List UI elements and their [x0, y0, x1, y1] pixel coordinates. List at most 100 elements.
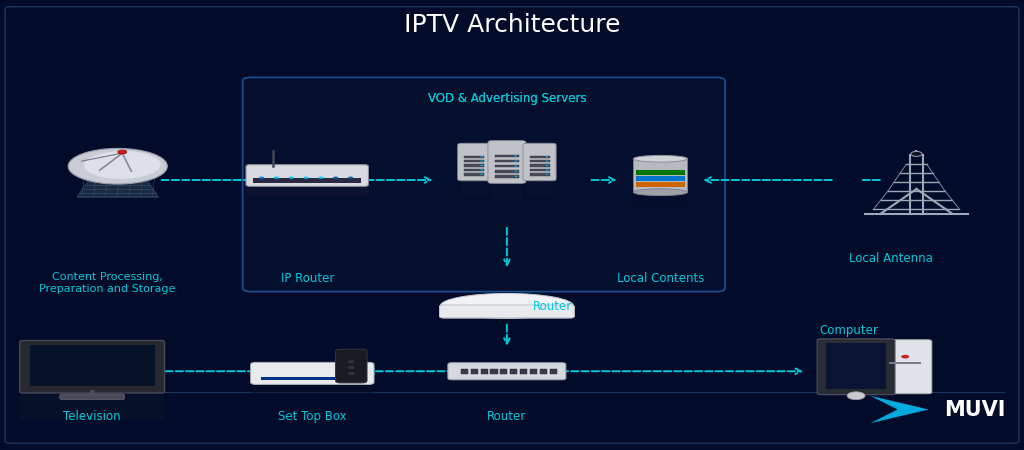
- FancyBboxPatch shape: [246, 165, 369, 186]
- Circle shape: [480, 169, 483, 171]
- Circle shape: [118, 150, 127, 154]
- Bar: [634, 159, 687, 192]
- Bar: [636, 176, 685, 181]
- Text: VOD & Advertising Servers: VOD & Advertising Servers: [428, 92, 586, 105]
- Circle shape: [348, 360, 354, 363]
- Bar: [480, 369, 487, 374]
- Circle shape: [546, 174, 549, 175]
- Text: VOD & Advertising Servers: VOD & Advertising Servers: [428, 92, 586, 105]
- FancyBboxPatch shape: [817, 339, 895, 395]
- Bar: [636, 182, 685, 187]
- FancyBboxPatch shape: [19, 341, 165, 393]
- Circle shape: [333, 176, 338, 179]
- Bar: [30, 345, 155, 386]
- Text: IP Router: IP Router: [281, 272, 334, 285]
- Bar: [636, 170, 685, 175]
- Bar: [461, 369, 468, 374]
- Ellipse shape: [440, 293, 573, 318]
- Text: MUVI: MUVI: [944, 400, 1006, 419]
- Bar: [634, 194, 687, 206]
- FancyBboxPatch shape: [447, 363, 566, 380]
- Text: Television: Television: [63, 410, 121, 423]
- FancyBboxPatch shape: [336, 349, 367, 383]
- Bar: [440, 306, 573, 318]
- Circle shape: [480, 174, 483, 175]
- Circle shape: [480, 165, 483, 166]
- Circle shape: [348, 176, 353, 179]
- Bar: [826, 343, 886, 389]
- Bar: [462, 180, 486, 194]
- Bar: [495, 175, 519, 178]
- FancyBboxPatch shape: [523, 143, 556, 181]
- Circle shape: [546, 165, 549, 166]
- Text: Local Antenna: Local Antenna: [849, 252, 933, 265]
- Circle shape: [303, 176, 308, 179]
- Circle shape: [546, 169, 549, 171]
- FancyBboxPatch shape: [243, 77, 725, 292]
- FancyBboxPatch shape: [879, 340, 932, 394]
- Circle shape: [514, 176, 517, 177]
- Bar: [501, 369, 508, 374]
- Bar: [527, 180, 552, 194]
- Text: Computer: Computer: [819, 324, 878, 337]
- Circle shape: [259, 176, 264, 179]
- Circle shape: [480, 156, 483, 157]
- Circle shape: [348, 372, 354, 375]
- Bar: [253, 178, 361, 183]
- Bar: [464, 169, 484, 171]
- Polygon shape: [870, 396, 929, 423]
- Circle shape: [273, 176, 279, 179]
- FancyBboxPatch shape: [447, 378, 566, 387]
- Bar: [529, 164, 550, 167]
- FancyBboxPatch shape: [251, 382, 374, 394]
- Circle shape: [847, 392, 865, 400]
- Bar: [495, 154, 519, 158]
- Bar: [529, 173, 550, 176]
- FancyBboxPatch shape: [439, 305, 574, 318]
- Circle shape: [289, 176, 294, 179]
- FancyBboxPatch shape: [251, 362, 374, 384]
- Text: Router: Router: [532, 300, 571, 312]
- Text: Set Top Box: Set Top Box: [278, 410, 347, 423]
- Circle shape: [546, 156, 549, 157]
- Circle shape: [514, 171, 517, 172]
- Bar: [464, 173, 484, 176]
- Text: Content Processing,
Preparation and Storage: Content Processing, Preparation and Stor…: [39, 272, 176, 294]
- Text: Local Contents: Local Contents: [616, 272, 705, 285]
- FancyBboxPatch shape: [439, 305, 574, 318]
- FancyBboxPatch shape: [458, 143, 490, 181]
- Bar: [464, 160, 484, 162]
- Bar: [495, 170, 519, 172]
- Circle shape: [318, 176, 324, 179]
- Circle shape: [514, 155, 517, 157]
- Circle shape: [514, 160, 517, 162]
- Bar: [464, 164, 484, 167]
- Ellipse shape: [634, 155, 687, 162]
- Bar: [890, 362, 921, 364]
- Bar: [490, 369, 498, 374]
- Bar: [529, 169, 550, 171]
- Bar: [540, 369, 547, 374]
- Bar: [261, 377, 364, 380]
- Circle shape: [348, 366, 354, 369]
- Text: IPTV Architecture: IPTV Architecture: [403, 13, 621, 37]
- Circle shape: [480, 161, 483, 162]
- Bar: [529, 160, 550, 162]
- Bar: [492, 184, 521, 199]
- Circle shape: [901, 355, 909, 359]
- Bar: [530, 369, 538, 374]
- Polygon shape: [77, 177, 159, 197]
- Bar: [550, 369, 557, 374]
- Bar: [520, 369, 527, 374]
- Text: Router: Router: [487, 410, 526, 423]
- Bar: [495, 160, 519, 162]
- FancyBboxPatch shape: [487, 140, 526, 184]
- Ellipse shape: [69, 148, 167, 184]
- Circle shape: [910, 151, 922, 157]
- Bar: [529, 156, 550, 158]
- Bar: [464, 156, 484, 158]
- FancyBboxPatch shape: [59, 394, 125, 400]
- FancyBboxPatch shape: [246, 184, 369, 195]
- Circle shape: [546, 161, 549, 162]
- Ellipse shape: [84, 151, 161, 179]
